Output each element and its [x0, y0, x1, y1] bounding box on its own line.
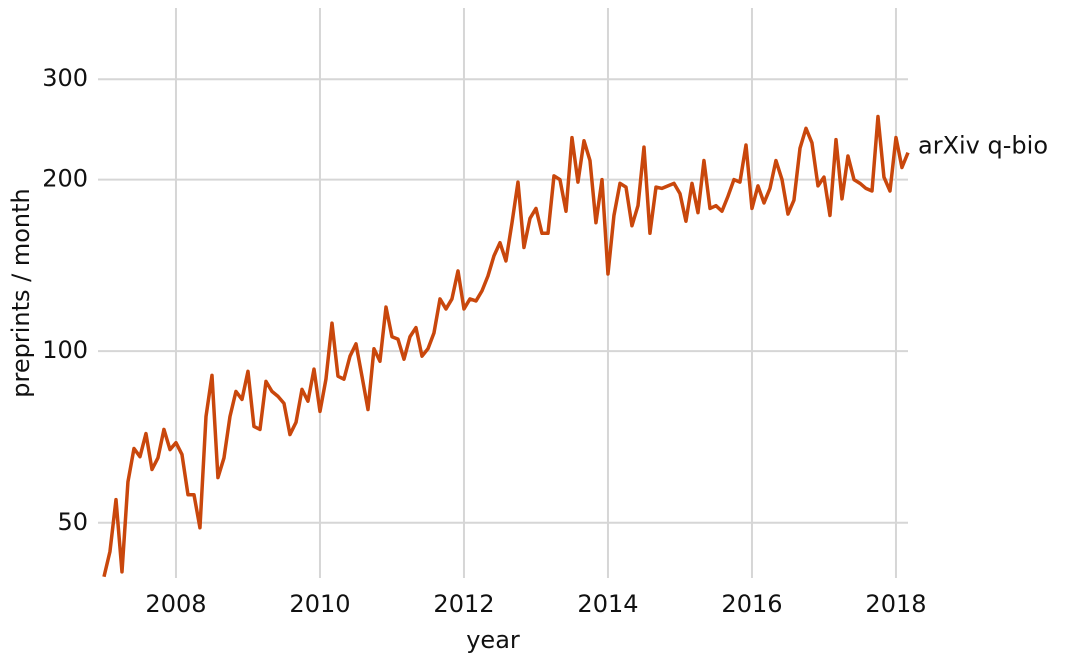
line: [102, 114, 910, 578]
x-tick-label: 2008: [145, 590, 206, 618]
y-tick-label: 50: [57, 508, 88, 536]
series-label: arXiv q-bio: [918, 132, 1048, 160]
x-axis-label: year: [466, 626, 520, 654]
y-axis-label: preprints / month: [7, 188, 35, 397]
y-tick-label: 300: [42, 64, 88, 92]
x-tick-label: 2016: [721, 590, 782, 618]
x-tick-label: 2012: [433, 590, 494, 618]
x-tick-label: 2014: [577, 590, 638, 618]
x-tick-label: 2010: [289, 590, 350, 618]
x-tick-label: 2018: [865, 590, 926, 618]
y-tick-label: 200: [42, 165, 88, 193]
y-tick-label: 100: [42, 336, 88, 364]
